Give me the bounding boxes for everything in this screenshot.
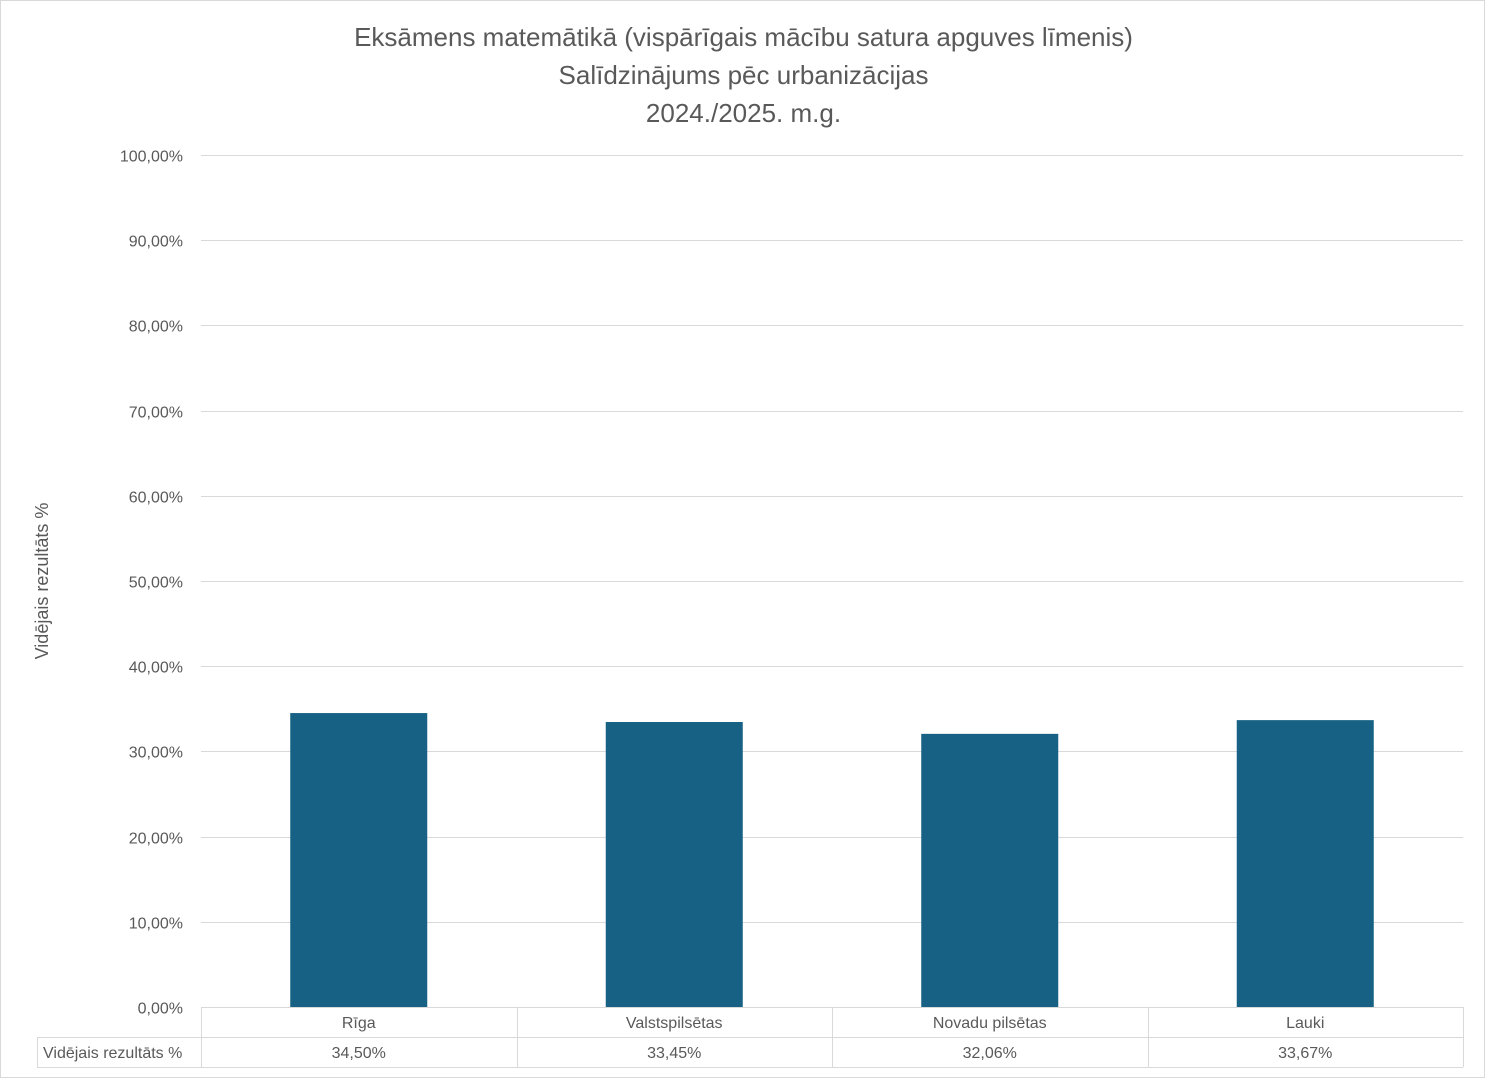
x-category-label: Novadu pilsētas [933, 1015, 1047, 1032]
y-tick-label: 10,00% [129, 916, 183, 933]
y-tick-label: 70,00% [129, 405, 183, 422]
chart-title-line-3: 2024./2025. m.g. [645, 98, 842, 128]
x-category-label: Valstspilsētas [626, 1015, 723, 1032]
bar [1236, 720, 1374, 1007]
chart-title: Eksāmens matemātikā (vispārīgais mācību … [0, 18, 1487, 132]
chart-title-line-2: Salīdzinājums pēc urbanizācijas [558, 60, 929, 90]
data-table-series-name: Vidējais rezultāts % [43, 1045, 182, 1062]
y-tick-label: 100,00% [120, 149, 183, 166]
x-category-label: Rīga [342, 1015, 376, 1032]
data-table-value: 33,67% [1278, 1045, 1332, 1062]
y-axis-label: Vidējais rezultāts % [32, 503, 52, 660]
data-table-value: 34,50% [332, 1045, 386, 1062]
y-tick-label: 80,00% [129, 319, 183, 336]
y-tick-label: 30,00% [129, 745, 183, 762]
data-table-value: 33,45% [647, 1045, 701, 1062]
y-tick-label: 50,00% [129, 575, 183, 592]
y-tick-label: 20,00% [129, 831, 183, 848]
bar [921, 733, 1059, 1007]
data-table-value: 32,06% [963, 1045, 1017, 1062]
x-category-label: Lauki [1286, 1015, 1324, 1032]
y-tick-label: 90,00% [129, 234, 183, 251]
bar [290, 713, 428, 1007]
y-tick-label: 60,00% [129, 490, 183, 507]
chart-title-line-1: Eksāmens matemātikā (vispārīgais mācību … [354, 22, 1133, 52]
y-tick-label: 0,00% [138, 1001, 183, 1018]
y-tick-label: 40,00% [129, 660, 183, 677]
bar [605, 722, 743, 1007]
